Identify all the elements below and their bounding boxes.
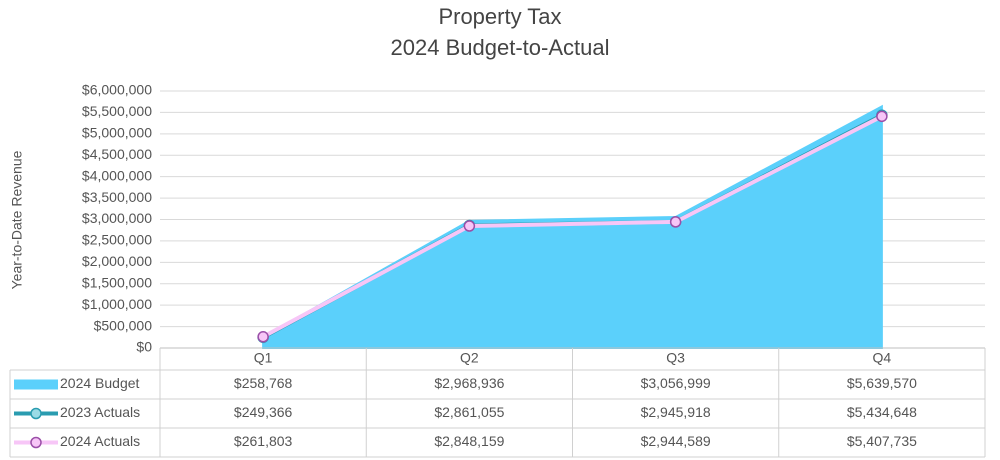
- chart-title: Property Tax: [438, 4, 561, 29]
- x-tick-label: Q1: [254, 350, 273, 366]
- legend-key: [14, 379, 58, 390]
- y-axis-label: Year-to-Date Revenue: [9, 150, 25, 289]
- y-tick-label: $4,000,000: [82, 167, 152, 183]
- marker: [876, 110, 888, 123]
- y-tick-label: $5,500,000: [82, 103, 152, 119]
- table-value: $2,944,589: [641, 433, 711, 449]
- line: [262, 114, 883, 339]
- table-value: $258,768: [234, 375, 293, 391]
- legend-label: 2023 Actuals: [60, 404, 140, 420]
- legend-marker: [30, 436, 42, 449]
- y-tick-label: $5,000,000: [82, 125, 152, 141]
- chart-subtitle: 2024 Budget-to-Actual: [391, 35, 610, 60]
- legend-marker: [30, 407, 42, 420]
- x-tick-label: Q2: [460, 350, 479, 366]
- table-value: $2,848,159: [434, 433, 504, 449]
- legend-label: 2024 Budget: [60, 375, 140, 391]
- table-value: $5,639,570: [847, 375, 917, 391]
- table-value: $2,968,936: [434, 375, 504, 391]
- area: [262, 104, 883, 349]
- table-value: $5,407,735: [847, 433, 917, 449]
- y-tick-label: $2,500,000: [82, 232, 152, 248]
- table-value: $5,434,648: [847, 404, 917, 420]
- x-tick-label: Q3: [666, 350, 685, 366]
- table-value: $249,366: [234, 404, 293, 420]
- y-tick-label: $2,000,000: [82, 253, 152, 269]
- table-value: $261,803: [234, 433, 293, 449]
- y-tick-label: $3,500,000: [82, 189, 152, 205]
- y-tick-label: $6,000,000: [82, 82, 152, 98]
- y-tick-label: $1,000,000: [82, 296, 152, 312]
- marker: [669, 216, 682, 228]
- y-tick-label: $1,500,000: [82, 274, 152, 290]
- marker: [257, 331, 269, 343]
- legend-label: 2024 Actuals: [60, 433, 140, 449]
- table-value: $2,861,055: [434, 404, 504, 420]
- y-tick-label: $500,000: [94, 317, 153, 333]
- marker: [463, 220, 476, 232]
- y-tick-label: $4,500,000: [82, 146, 152, 162]
- x-tick-label: Q4: [873, 350, 892, 366]
- y-tick-label: $3,000,000: [82, 210, 152, 226]
- table-value: $3,056,999: [641, 375, 711, 391]
- y-tick-label: $0: [136, 339, 152, 355]
- table-value: $2,945,918: [641, 404, 711, 420]
